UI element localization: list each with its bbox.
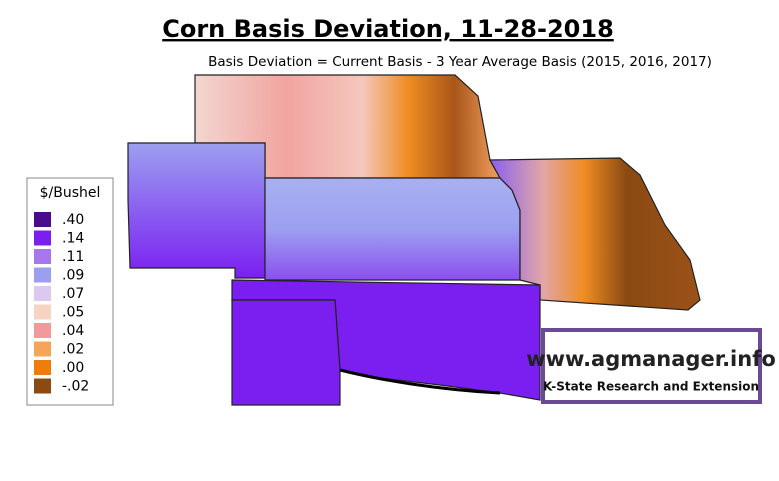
logo-org: K-State Research and Extension: [543, 380, 759, 394]
legend-swatch: [34, 323, 51, 338]
legend-swatch: [34, 341, 51, 357]
legend-label: .07: [62, 286, 84, 302]
logo-url: www.agmanager.info: [526, 347, 776, 371]
legend-label: .14: [62, 231, 84, 247]
missouri: [488, 157, 701, 311]
legend-label: .04: [62, 323, 84, 339]
legend-swatch: [34, 267, 51, 283]
red-river: [339, 368, 501, 395]
legend-label: .09: [62, 268, 84, 284]
legend-swatch: [34, 304, 51, 320]
legend-swatch: [34, 230, 51, 246]
legend-swatch: [34, 212, 51, 227]
kansas: [264, 177, 521, 281]
subtitle: Basis Deviation = Current Basis - 3 Year…: [208, 54, 712, 70]
map: [127, 74, 701, 406]
title: Corn Basis Deviation, 11-28-2018: [162, 15, 614, 43]
legend-label: .02: [62, 342, 84, 358]
legend-swatch: [34, 249, 51, 264]
legend-title: $/Bushel: [40, 185, 101, 201]
colorado-east: [127, 142, 266, 279]
legend-items: .40 .14 .11 .09 .07 .05 .04 .02 .00 -.02: [34, 212, 89, 395]
legend-swatch: [34, 360, 51, 375]
legend-label: .40: [62, 212, 84, 228]
oklahoma-west: [231, 299, 341, 406]
legend-label: .05: [62, 305, 84, 321]
legend-label: .00: [62, 360, 84, 376]
logo-box: [541, 328, 762, 404]
legend-label: -.02: [62, 379, 89, 395]
legend-label: .11: [62, 249, 84, 265]
legend-swatch: [34, 286, 51, 301]
legend-swatch: [34, 378, 51, 394]
